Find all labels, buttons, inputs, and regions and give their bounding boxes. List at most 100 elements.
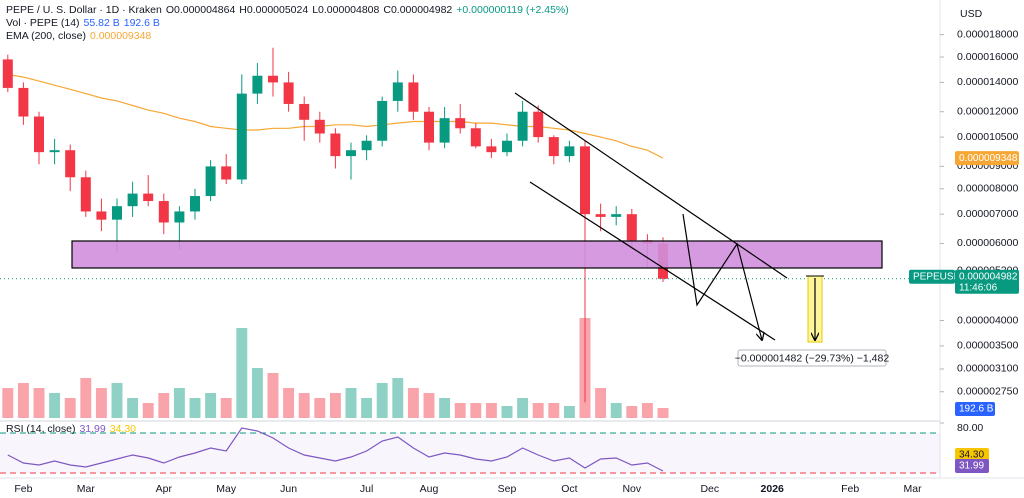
- price-tag: 0.000004982: [959, 271, 1018, 282]
- rsi-value: 31.99: [79, 423, 106, 435]
- ohlc-open: O0.000004864: [165, 4, 236, 16]
- candle-body: [392, 82, 403, 101]
- ema-tag: 0.000009348: [959, 153, 1018, 164]
- channel-lower: [529, 181, 776, 341]
- volume-bar: [2, 388, 14, 418]
- volume-bar: [111, 383, 123, 418]
- candle-body: [486, 146, 497, 153]
- x-tick-label: Feb: [14, 483, 32, 495]
- x-tick-label: Feb: [841, 483, 859, 495]
- y-tick-label: 0.000003500: [957, 340, 1018, 352]
- x-tick-label: Dec: [700, 483, 719, 495]
- y-tick-label: 0.000016000: [957, 51, 1018, 63]
- drawings: −0.000001482 (−29.73%) −1,482: [71, 92, 890, 367]
- candle-body: [158, 201, 169, 223]
- rsi-ma-tag-bg: [955, 448, 989, 462]
- candle-body: [439, 118, 450, 143]
- candle-body: [626, 214, 637, 241]
- candle-body: [580, 146, 590, 215]
- candle-body: [611, 214, 622, 217]
- volume-bar: [142, 403, 154, 418]
- x-tick-label: Mar: [904, 483, 923, 495]
- volume-bar: [236, 328, 248, 418]
- y-tick-label: 0.000018000: [957, 28, 1018, 40]
- volume-tag: 192.6 B: [959, 404, 994, 415]
- measure-label-box: [737, 349, 887, 367]
- y-tick-label: 0.000010500: [957, 131, 1018, 143]
- ohlc-low: L0.000004808: [312, 4, 380, 16]
- legend-main: PEPE / U. S. Dollar · 1D · Kraken O0.0000…: [6, 4, 573, 17]
- volume-bar: [345, 388, 357, 418]
- volume-bar: [563, 406, 575, 418]
- candle-body: [595, 214, 606, 217]
- rsi-band: [0, 433, 940, 473]
- rsi-ma-value: 34.30: [109, 423, 137, 435]
- x-tick-label: Oct: [561, 483, 577, 495]
- volume-bar: [423, 393, 435, 418]
- candle-body: [174, 211, 185, 223]
- candle-body: [455, 118, 466, 129]
- volume-bar: [127, 398, 139, 418]
- x-tick-label: Aug: [420, 483, 439, 495]
- volume-bar: [407, 388, 419, 418]
- volume-bar: [595, 388, 607, 418]
- volume-name: Vol · PEPE (14): [6, 17, 80, 29]
- ohlc-high: H0.000005024: [239, 4, 309, 16]
- volume-bar: [361, 398, 373, 418]
- legend: PEPE / U. S. Dollar · 1D · Kraken O0.0000…: [6, 4, 573, 43]
- volume-bar: [49, 393, 61, 418]
- volume-bar: [626, 406, 638, 418]
- volume-bar: [485, 403, 497, 418]
- candle-body: [80, 177, 91, 212]
- volume-bar: [33, 388, 45, 418]
- volume-bar: [376, 383, 388, 418]
- volume-bar: [641, 403, 653, 418]
- volume-bar: [267, 373, 279, 418]
- y-tick-label: 0.000002750: [957, 386, 1018, 398]
- x-tick-label: Mar: [77, 483, 96, 495]
- x-tick-label: Jun: [280, 483, 297, 495]
- candle-body: [127, 193, 138, 207]
- symbol-tag: PEPEUSD: [913, 271, 961, 282]
- candle-body: [548, 137, 559, 157]
- x-tick-label: Sep: [498, 483, 517, 495]
- volume-bar: [64, 398, 76, 418]
- rsi-line: [7, 427, 664, 472]
- change: +0.000000119 (+2.45%): [456, 4, 569, 16]
- rsi-tag: 31.99: [959, 461, 984, 472]
- candle-body: [221, 166, 232, 180]
- measure-label: −0.000001482 (−29.73%) −1,482: [735, 352, 890, 364]
- x-tick-label: Apr: [156, 483, 173, 495]
- y-tick-label: 0.000004000: [957, 314, 1018, 326]
- volume-bar: [657, 408, 669, 418]
- y-tick-label: 0.000008000: [957, 183, 1018, 195]
- rsi-tag-bg: [955, 459, 989, 473]
- candle-body: [268, 75, 278, 83]
- rsi-name: RSI (14, close): [6, 423, 76, 435]
- x-tick-label: May: [216, 483, 237, 495]
- candle-body: [49, 150, 60, 153]
- candle-body: [517, 111, 528, 141]
- legend-ema: EMA (200, close) 0.000009348: [6, 30, 573, 43]
- y-tick-label: 0.000014000: [957, 76, 1018, 88]
- ema-tag-bg: [955, 151, 1019, 166]
- ema-value: 0.000009348: [89, 30, 152, 42]
- candle-body: [314, 119, 325, 134]
- legend-volume: Vol · PEPE (14) 55.82 B 192.6 B: [6, 17, 573, 30]
- candle-body: [470, 128, 481, 147]
- volume-tag-bg: [955, 402, 995, 416]
- candle-body: [252, 75, 263, 94]
- rsi-ma-tag: 34.30: [959, 450, 984, 461]
- candle-body: [283, 82, 294, 104]
- volume-bar: [205, 393, 217, 418]
- candle-body: [299, 103, 310, 120]
- volume-bar: [454, 403, 466, 418]
- candle-body: [408, 82, 419, 112]
- volume-ma: 55.82 B: [83, 17, 120, 29]
- candle-body: [236, 93, 247, 180]
- volume-bar: [220, 398, 232, 418]
- ohlc-close: C0.000004982: [383, 4, 453, 16]
- volume-bar: [532, 403, 544, 418]
- support-zone: [71, 240, 883, 269]
